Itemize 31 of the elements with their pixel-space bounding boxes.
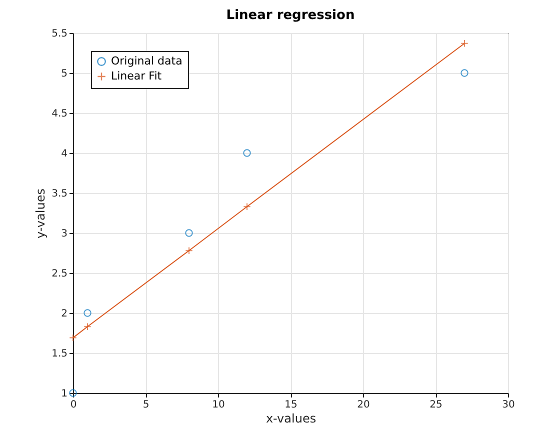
y-tick-label: 1 (61, 388, 68, 400)
point (185, 229, 193, 237)
y-tick-label: 5 (61, 68, 68, 80)
point (185, 246, 193, 254)
y-axis-title: y-values (34, 188, 48, 238)
point (243, 149, 251, 157)
y-tick-label: 2.5 (52, 268, 68, 280)
point (84, 309, 92, 317)
point (460, 69, 468, 77)
legend-label: Linear Fit (111, 70, 162, 82)
point (460, 40, 468, 48)
legend-label: Original data (111, 54, 182, 68)
point (69, 334, 77, 342)
y-tick-label: 4.5 (52, 108, 68, 120)
x-tick-label: 10 (212, 400, 225, 410)
x-tick-label: 30 (502, 400, 515, 410)
y-tick-label: 4 (61, 148, 68, 160)
y-tick-label: 1.5 (52, 348, 68, 360)
point (243, 202, 251, 210)
y-tick-label: 2 (61, 308, 68, 320)
x-tick-label: 15 (284, 400, 298, 410)
point (84, 322, 92, 330)
x-tick-label: 0 (70, 400, 77, 410)
x-tick-label: 5 (142, 400, 150, 410)
y-tick-label: 5.5 (52, 28, 68, 40)
x-axis-title: x-values (266, 412, 316, 426)
x-tick-label: 25 (430, 400, 442, 410)
x-tick-label: 20 (357, 400, 370, 410)
y-tick-label: 3 (61, 228, 68, 240)
y-tick-label: 3.5 (52, 188, 68, 200)
chart-title: Linear regression (226, 8, 355, 23)
